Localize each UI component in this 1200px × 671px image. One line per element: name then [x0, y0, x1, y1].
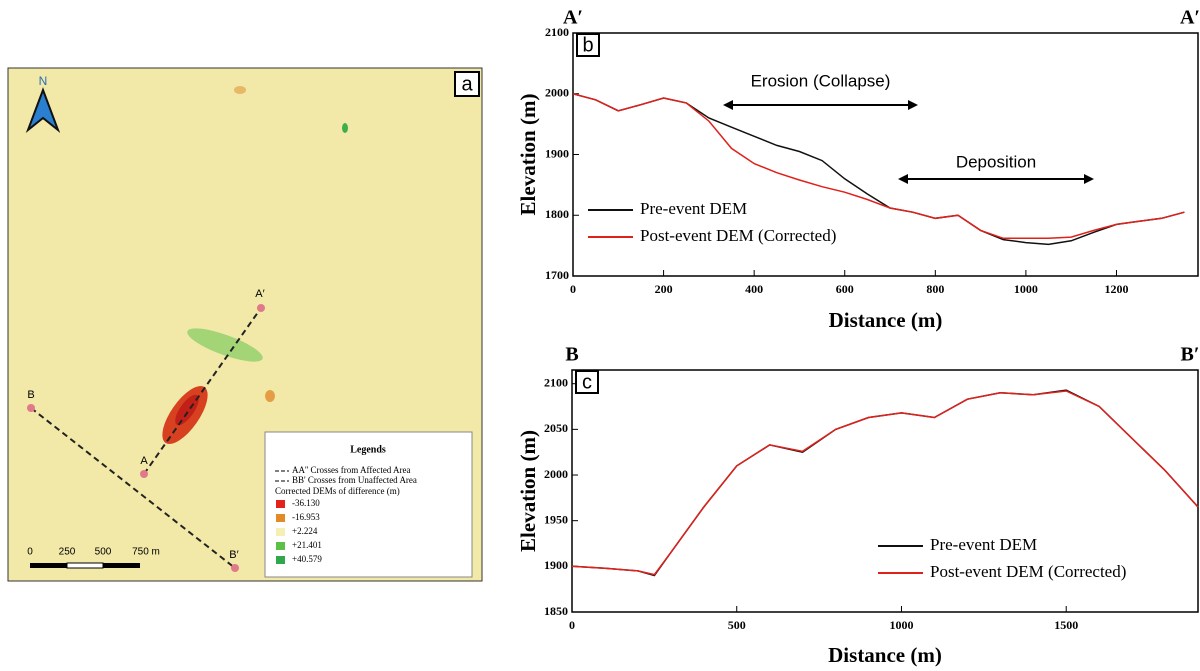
- y-tick-label: 2000: [544, 467, 568, 481]
- point: [257, 304, 265, 312]
- y-tick-label: 1950: [544, 512, 568, 526]
- scale-label: 500: [95, 547, 112, 558]
- y-tick-label: 2000: [545, 86, 569, 100]
- point-label: B: [27, 389, 34, 401]
- legend-swatch: [276, 514, 285, 522]
- legend-label: Post-event DEM (Corrected): [640, 226, 836, 245]
- scale-bar: [103, 563, 140, 568]
- y-tick-label: 1900: [545, 146, 569, 160]
- x-tick-label: 1000: [1014, 282, 1038, 296]
- scale-label: 0: [27, 547, 33, 558]
- x-tick-label: 600: [836, 282, 854, 296]
- arrow-head: [1084, 174, 1094, 184]
- x-tick-label: 1200: [1104, 282, 1128, 296]
- legend-text: -36.130: [292, 498, 320, 508]
- scale-bar: [30, 563, 67, 568]
- scale-bar: [67, 563, 103, 568]
- point-label: A′: [255, 288, 264, 300]
- legend-swatch: [276, 528, 285, 536]
- map-panel: A′ A B B′ N a 0 250 500 750 m Legends AA…: [8, 68, 482, 581]
- x-tick-label: 0: [570, 282, 576, 296]
- point-label: A: [140, 455, 148, 467]
- y-tick-label: 1800: [545, 207, 569, 221]
- arrow-head: [908, 100, 918, 110]
- end-label: B′: [1181, 344, 1200, 366]
- north-label: N: [39, 74, 48, 88]
- x-tick-label: 500: [728, 618, 746, 632]
- x-axis-label: Distance (m): [828, 643, 942, 667]
- scale-label: 750 m: [132, 547, 160, 558]
- y-tick-label: 2100: [544, 375, 568, 389]
- legend-text: -16.953: [292, 512, 320, 522]
- map-blob: [342, 123, 348, 133]
- legend-swatch: [276, 556, 285, 564]
- legend-text: +40.579: [292, 554, 322, 564]
- legend-label: Pre-event DEM: [640, 199, 747, 218]
- legend-text: AA'' Crosses from Affected Area: [292, 465, 411, 475]
- x-tick-label: 200: [655, 282, 673, 296]
- x-axis-label: Distance (m): [829, 308, 943, 332]
- x-tick-label: 400: [745, 282, 763, 296]
- panel-label: b: [582, 34, 593, 56]
- series-line: [572, 390, 1198, 575]
- legend-text: Corrected DEMs of difference (m): [275, 486, 400, 496]
- series-line: [572, 391, 1198, 575]
- legend-title: Legends: [350, 444, 386, 455]
- point: [27, 404, 35, 412]
- point: [140, 470, 148, 478]
- figure: A′ A B B′ N a 0 250 500 750 m Legends AA…: [0, 0, 1200, 671]
- series-line: [573, 94, 1184, 245]
- legend-label: Post-event DEM (Corrected): [930, 562, 1126, 581]
- point-label: B′: [229, 549, 238, 561]
- legend-text: BB' Crosses from Unaffected Area: [292, 475, 417, 485]
- x-tick-label: 800: [926, 282, 944, 296]
- y-tick-label: 2050: [544, 421, 568, 435]
- legend-text: +2.224: [292, 526, 318, 536]
- y-axis-label: Elevation (m): [516, 94, 540, 216]
- y-tick-label: 1700: [545, 268, 569, 282]
- map-blob: [234, 86, 246, 94]
- legend-label: Pre-event DEM: [930, 535, 1037, 554]
- annotation: Deposition: [956, 152, 1036, 171]
- y-tick-label: 1850: [544, 604, 568, 618]
- legend-text: +21.401: [292, 540, 322, 550]
- annotation: Erosion (Collapse): [751, 71, 891, 90]
- y-tick-label: 1900: [544, 558, 568, 572]
- y-axis-label: Elevation (m): [516, 430, 540, 552]
- map-blob: [265, 390, 275, 402]
- x-tick-label: 0: [569, 618, 575, 632]
- legend-swatch: [276, 500, 285, 508]
- arrow-head: [898, 174, 908, 184]
- legend-swatch: [276, 542, 285, 550]
- arrow-head: [723, 100, 733, 110]
- end-label: A′: [1180, 7, 1200, 29]
- panel-label: a: [461, 73, 473, 95]
- x-tick-label: 1000: [889, 618, 913, 632]
- start-label: A′: [563, 7, 583, 29]
- point: [231, 564, 239, 572]
- x-tick-label: 1500: [1054, 618, 1078, 632]
- start-label: B: [565, 344, 578, 366]
- scale-label: 250: [59, 547, 76, 558]
- panel-label: c: [582, 371, 592, 393]
